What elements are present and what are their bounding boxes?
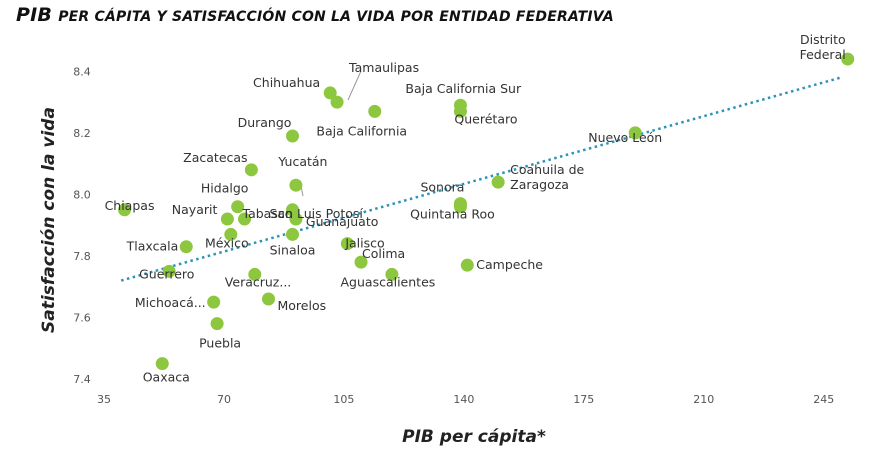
point-label: Michoacá...	[135, 295, 206, 310]
scatter-point	[628, 126, 642, 140]
point-label: Jalisco	[344, 236, 384, 251]
point-label: Campeche	[476, 257, 543, 272]
point-label: Coahuila de Zaragoza	[510, 162, 584, 192]
scatter-point	[385, 267, 399, 281]
scatter-point	[491, 175, 505, 189]
point-label: Distrito Federal	[800, 32, 846, 62]
point-label: Yucatán	[277, 154, 327, 169]
scatter-point	[210, 317, 224, 331]
point-label: Nuevo León	[588, 130, 662, 145]
point-label: Colima	[362, 246, 405, 261]
scatter-point	[262, 292, 276, 306]
scatter-point	[289, 178, 303, 192]
scatter-point	[244, 163, 258, 177]
data-labels: Distrito Federal Nuevo León Tamaulipas Chihu…	[105, 32, 846, 385]
x-tick-label: 175	[573, 393, 594, 406]
point-label: Tlaxcala	[126, 239, 179, 254]
scatter-point	[286, 129, 299, 143]
point-label: Guerrero	[139, 266, 194, 281]
point-label: Chihuahua	[253, 75, 320, 90]
point-label: México	[205, 235, 249, 250]
y-tick-label: 8.4	[73, 65, 91, 78]
point-label: Oaxaca	[143, 370, 190, 385]
point-label: Guanajuato	[306, 214, 378, 229]
point-label: Zacatecas	[183, 150, 247, 165]
x-tick-label: 105	[333, 393, 354, 406]
point-label: Quintana Roo	[410, 207, 495, 222]
scatter-point	[231, 200, 245, 214]
y-tick-label: 8.2	[73, 127, 91, 140]
point-label: San Luis Potosí	[270, 206, 364, 221]
point-label: Baja California Sur	[405, 81, 522, 96]
y-tick-label: 7.4	[73, 373, 91, 386]
y-tick-label: 7.6	[73, 311, 91, 324]
scatter-point	[155, 357, 169, 371]
point-label: Puebla	[199, 336, 241, 351]
point-label: Durango	[238, 115, 292, 130]
data-points	[118, 52, 855, 371]
x-tick-label: 70	[217, 393, 231, 406]
scatter-point	[286, 227, 299, 241]
point-label: Querétaro	[454, 111, 517, 126]
point-label: Tabasco	[242, 206, 293, 221]
scatter-point	[330, 95, 344, 109]
x-axis-title: PIB per cápita*	[402, 427, 546, 447]
x-tick-label: 245	[813, 393, 834, 406]
leader-line	[347, 70, 362, 101]
point-label: Hidalgo	[201, 181, 249, 196]
point-label: Sinaloa	[270, 242, 316, 257]
scatter-point	[453, 200, 467, 214]
scatter-point	[368, 104, 382, 118]
scatter-point	[238, 212, 252, 226]
scatter-point	[460, 258, 474, 272]
scatter-point	[354, 255, 368, 269]
chart-title: PIB PER CÁPITA Y SATISFACCIÓN CON LA VID…	[16, 4, 614, 26]
chart-title-lead: PIB	[16, 4, 53, 26]
x-tick-label: 210	[693, 393, 714, 406]
scatter-point	[841, 52, 855, 66]
x-axis-ticks: 35 70 105 140 175 210 245	[97, 393, 834, 406]
point-label: Morelos	[278, 298, 327, 313]
point-label: Baja California	[316, 123, 407, 138]
scatter-point	[162, 264, 176, 278]
chart-title-rest: PER CÁPITA Y SATISFACCIÓN CON LA VIDA PO…	[58, 9, 614, 25]
scatter-point	[118, 203, 132, 217]
y-tick-label: 7.8	[73, 250, 91, 263]
point-label: Nayarit	[172, 202, 218, 217]
scatter-point	[207, 295, 221, 309]
scatter-point	[453, 104, 467, 118]
point-label: Sonora	[420, 180, 464, 195]
scatter-point	[289, 212, 303, 226]
scatter-point	[220, 212, 234, 226]
trendline	[120, 76, 842, 282]
scatter-point	[323, 86, 337, 100]
point-label: Tamaulipas	[348, 60, 419, 75]
y-axis-ticks: 7.4 7.6 7.8 8.0 8.2 8.4	[73, 65, 91, 386]
scatter-point	[224, 227, 238, 241]
x-tick-label: 140	[453, 393, 474, 406]
y-tick-label: 8.0	[73, 188, 91, 201]
scatter-point	[248, 267, 262, 281]
x-tick-label: 35	[97, 393, 111, 406]
point-label: Veracruz...	[225, 274, 291, 289]
scatter-point	[340, 237, 354, 251]
scatter-point	[179, 240, 193, 254]
point-label: Aguascalientes	[341, 274, 436, 289]
y-axis-title: Satisfacción con la vida	[39, 107, 59, 333]
point-label: Chiapas	[105, 198, 155, 213]
